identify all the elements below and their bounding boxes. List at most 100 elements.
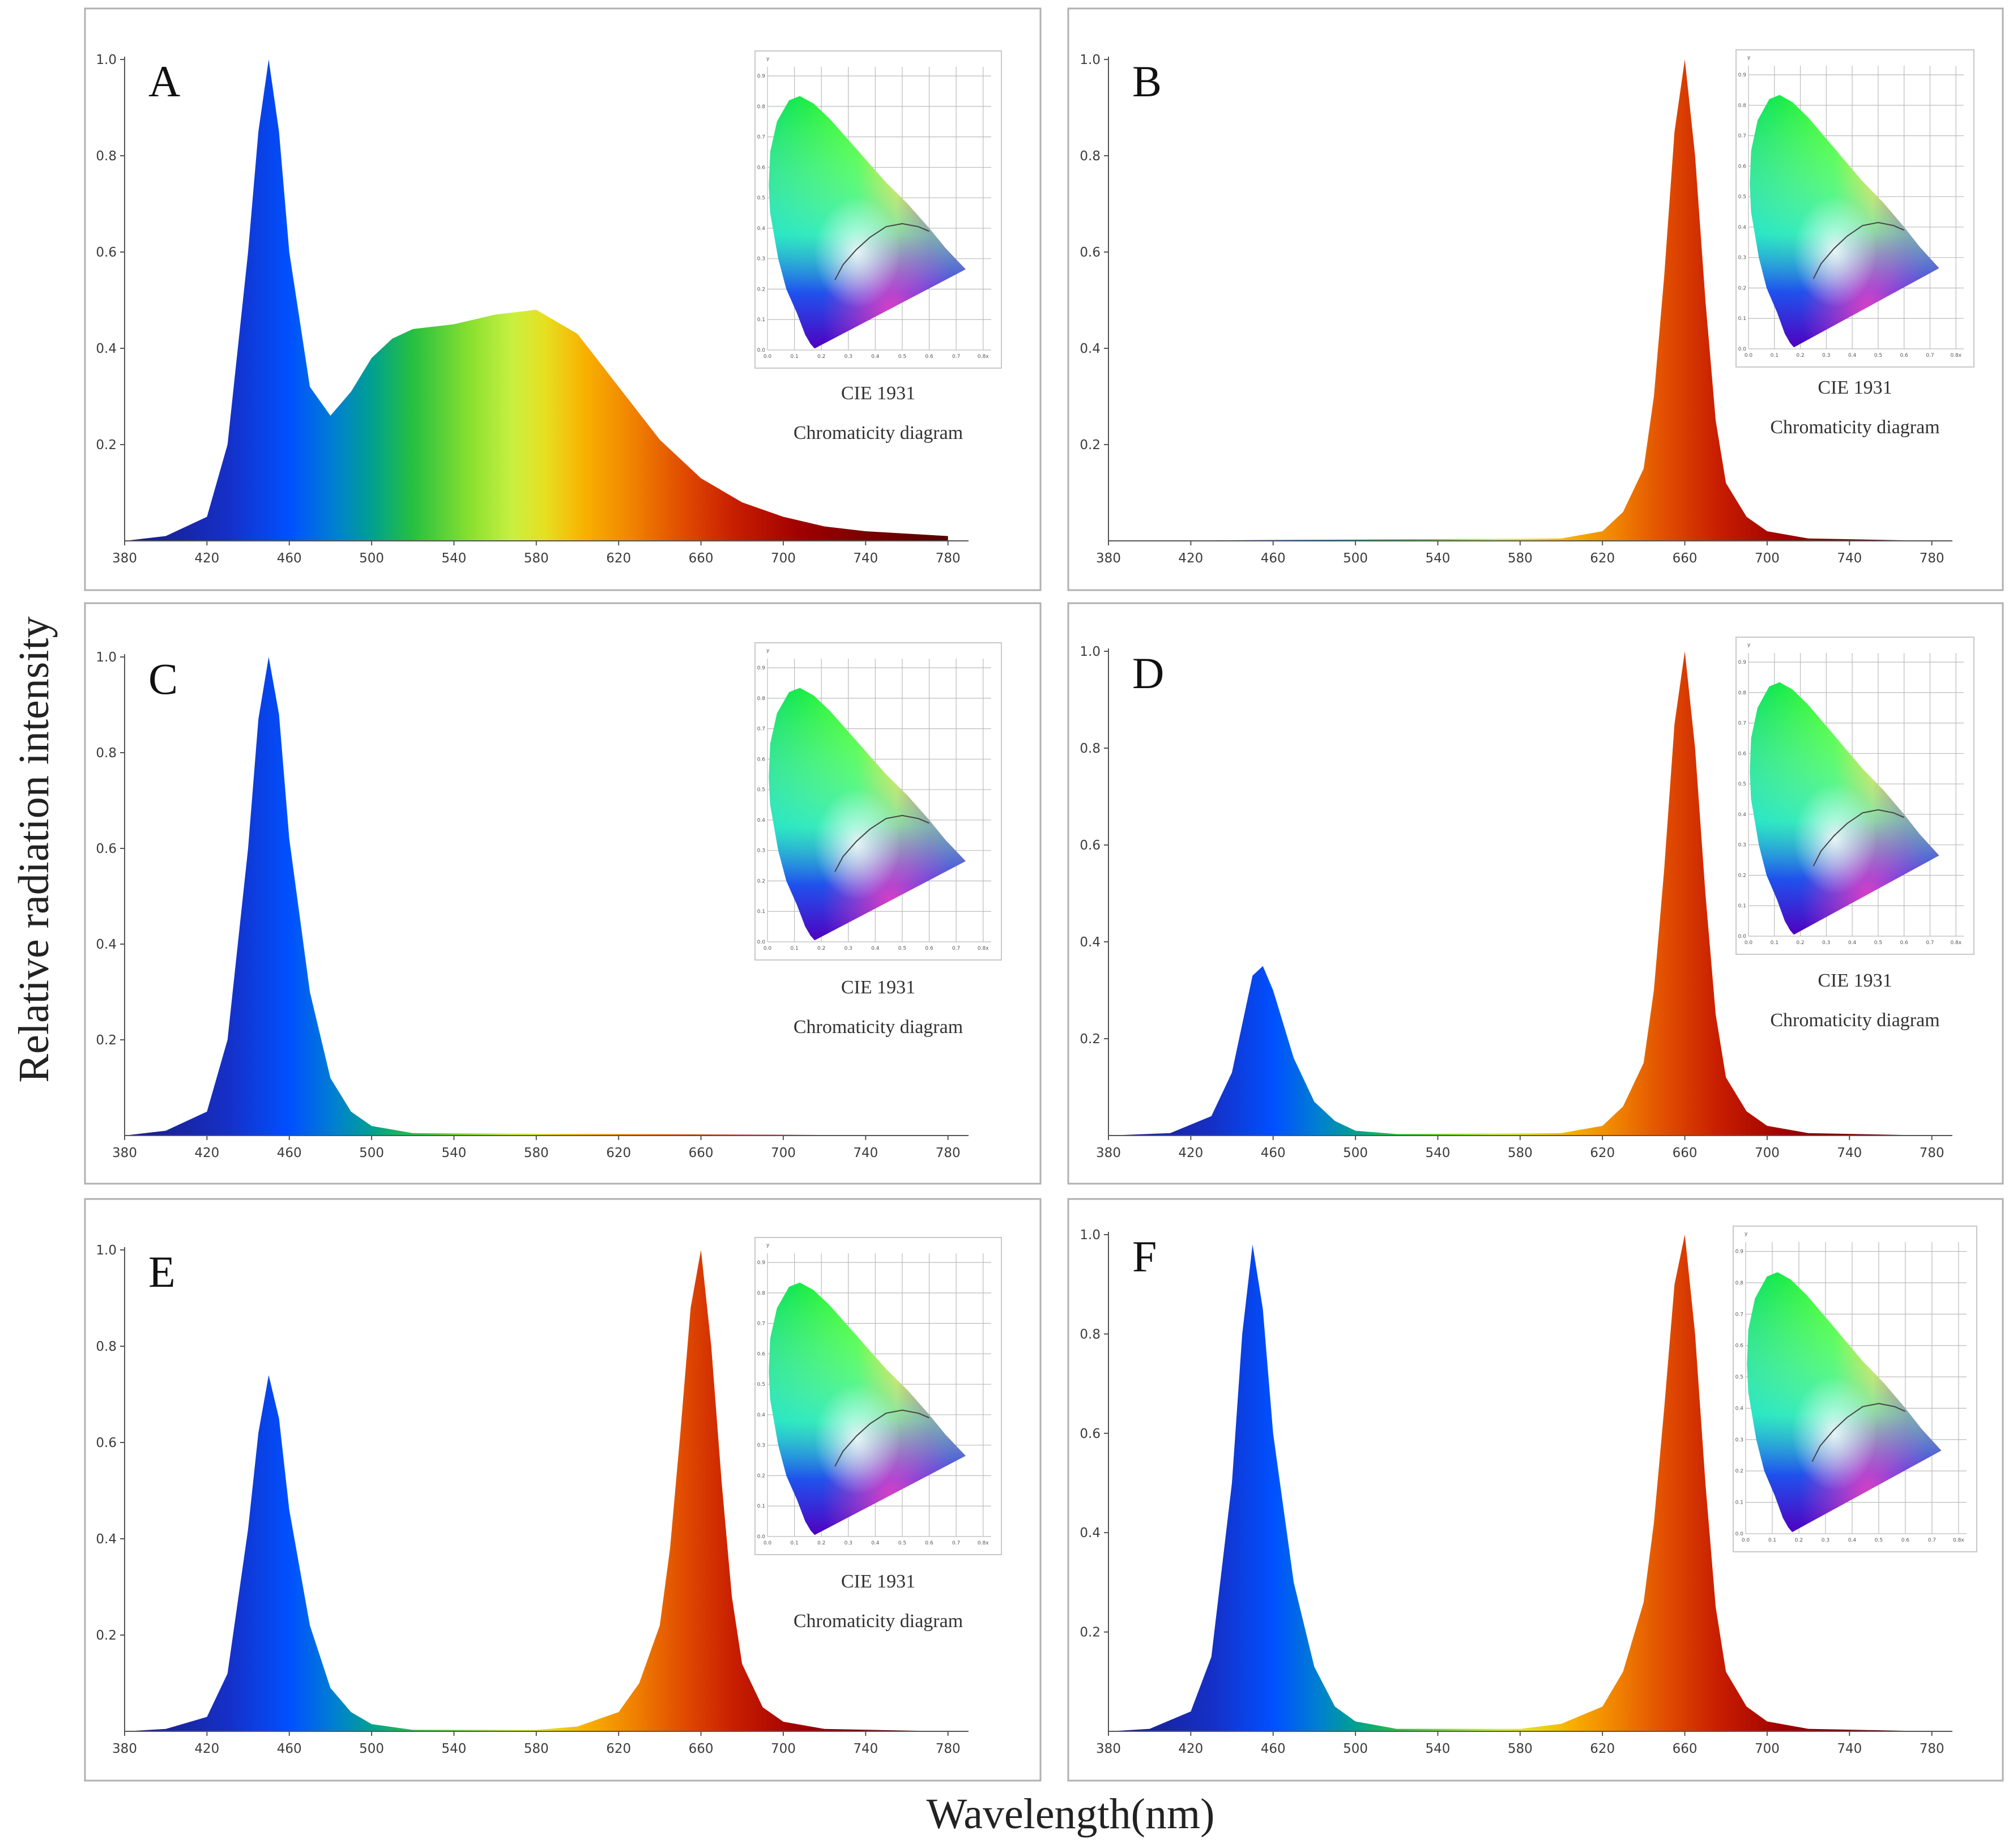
cie-y-tick-label: 0.4: [757, 818, 766, 823]
cie-x-tick-label: 0.4: [1848, 353, 1857, 358]
cie-y-tick-label: 0.5: [1738, 782, 1746, 787]
cie-y-tick-label: 0.8: [757, 1291, 766, 1296]
x-tick-label: 660: [1673, 551, 1698, 566]
panel-letter: D: [1132, 648, 1164, 698]
cie-gamut-white: [1750, 682, 1939, 935]
y-tick-label: 1.0: [96, 650, 117, 665]
cie-x-tick-label: 0.1: [790, 354, 798, 360]
y-tick-label: 0.2: [1080, 1032, 1101, 1047]
cie-y-tick-label: 0.1: [757, 317, 765, 323]
cie-inset: 0.0 0.1 0.2 0.3 0.4 0.5 0.6 0.7 0.8x 0.0 0.1 0.2 0.3…: [754, 642, 1002, 961]
y-tick-label: 0.6: [1080, 245, 1101, 260]
cie-x-tick-label: 0.6: [925, 354, 933, 360]
cie-y-tick-label: 0.1: [757, 1504, 765, 1509]
x-tick-label: 540: [1426, 551, 1451, 566]
cie-x-tick-label: 0.3: [845, 1540, 852, 1546]
cie-x-tick-label: 0.0: [1742, 1538, 1750, 1543]
x-tick-label: 580: [1508, 1146, 1533, 1160]
cie-x-tick-label: 0.2: [817, 1540, 825, 1546]
x-tick-label: 580: [1508, 551, 1533, 566]
cie-x-tick-label: 0.7: [1926, 940, 1934, 946]
cie-x-tick-label: 0.0: [1745, 940, 1753, 946]
x-tick-label: 460: [1261, 1742, 1286, 1756]
planckian-locus: [1812, 221, 1905, 279]
cie-gamut-white: [1747, 1272, 1942, 1533]
cie-x-tick-label: 0.7: [1926, 353, 1934, 358]
x-tick-label: 740: [1837, 551, 1862, 566]
cie-y-tick-label: 0.0: [1735, 1531, 1744, 1537]
planckian-locus: [834, 223, 929, 280]
cie-y-tick-label: 0.9: [1735, 1249, 1744, 1255]
x-tick-label: 620: [1590, 551, 1615, 566]
cie-x-tick-label: 0.6: [1900, 940, 1909, 946]
x-tick-label: 660: [1673, 1742, 1698, 1756]
x-tick-label: 700: [771, 551, 796, 566]
cie-x-tick-label: 0.2: [817, 946, 825, 951]
cie-caption-subtitle: Chromaticity diagram: [1770, 1010, 1939, 1031]
x-tick-label: 740: [853, 1742, 878, 1756]
x-tick-label: 420: [194, 1146, 219, 1160]
x-tick-label: 500: [359, 1146, 384, 1160]
x-tick-label: 780: [1920, 1742, 1944, 1756]
planckian-locus: [834, 814, 929, 872]
cie-y-tick-label: 0.0: [757, 940, 766, 945]
cie-y-tick-label: 0.1: [1738, 903, 1746, 909]
y-tick-label: 0.8: [96, 149, 117, 164]
cie-y-tick-label: 0.2: [1738, 873, 1746, 878]
cie-y-tick-label: 0.5: [757, 195, 765, 201]
cie-y-tick-label: 0.3: [757, 1443, 765, 1449]
cie-y-tick-label: 0.2: [1735, 1469, 1743, 1474]
x-tick-label: 380: [1096, 1146, 1121, 1160]
cie-x-tick-label: 0.3: [1822, 353, 1830, 358]
cie-y-tick-label: 0.8: [1735, 1281, 1744, 1286]
cie-y-tick-label: 0.8: [757, 104, 766, 110]
cie-x-tick-label: 0.5: [898, 1540, 906, 1546]
y-tick-label: 0.4: [96, 937, 117, 952]
y-tick-label: 1.0: [1080, 645, 1101, 659]
cie-y-tick-label: 0.5: [757, 787, 765, 793]
x-tick-label: 540: [1426, 1742, 1451, 1756]
y-tick-label: 0.8: [96, 1339, 117, 1354]
cie-y-tick-label: 0.5: [1738, 194, 1746, 200]
cie-caption-subtitle: Chromaticity diagram: [794, 1611, 963, 1632]
cie-x-tick-label: 0.8x: [978, 946, 989, 951]
x-axis-title: Wavelength(nm): [927, 1790, 1215, 1838]
cie-gamut-white: [769, 1282, 966, 1535]
x-tick-label: 540: [442, 1146, 467, 1160]
planckian-locus: [1812, 809, 1905, 867]
cie-x-tick-label: 0.4: [871, 354, 880, 360]
cie-x-tick-label: 0.2: [817, 354, 825, 360]
cie-caption-subtitle: Chromaticity diagram: [1770, 417, 1939, 438]
cie-y-tick-label: 0.2: [757, 287, 765, 292]
cie-y-tick-label: 0.3: [757, 848, 765, 854]
cie-x-tick-label: 0.0: [764, 946, 772, 951]
cie-y-tick-label: 0.7: [1738, 721, 1746, 727]
cie-y-tick-label: 0.6: [1738, 164, 1747, 169]
cie-y-tick-label: 0.0: [757, 1534, 766, 1540]
y-tick-label: 0.4: [96, 1532, 117, 1547]
x-tick-label: 620: [606, 551, 631, 566]
panel-letter: A: [148, 57, 180, 106]
cie-x-tick-label: 0.5: [1874, 940, 1882, 946]
cie-y-tick-label: 0.4: [1735, 1406, 1744, 1411]
x-tick-label: 780: [936, 1146, 961, 1160]
cie-x-tick-label: 0.4: [871, 1540, 880, 1546]
cie-caption-title: CIE 1931: [841, 977, 915, 998]
cie-x-tick-label: 0.1: [790, 946, 798, 951]
x-tick-label: 620: [1590, 1146, 1615, 1160]
cie-x-tick-label: 0.8x: [978, 354, 989, 360]
cie-y-axis-label: y: [1747, 55, 1751, 61]
x-tick-label: 420: [194, 551, 219, 566]
y-tick-label: 0.6: [1080, 838, 1101, 853]
cie-y-tick-label: 0.2: [1738, 285, 1746, 291]
y-tick-label: 0.4: [1080, 342, 1101, 356]
x-tick-label: 660: [1673, 1146, 1698, 1160]
cie-y-tick-label: 0.9: [1738, 72, 1747, 78]
cie-y-tick-label: 0.7: [1738, 134, 1746, 139]
cie-y-tick-label: 0.3: [1735, 1437, 1743, 1443]
x-tick-label: 460: [277, 1742, 302, 1756]
cie-x-tick-label: 0.2: [1796, 940, 1804, 946]
panel-a: 380 420 460 500 540 580 620 660 700 740 7800.20.40…: [84, 7, 1042, 591]
cie-inset: 0.0 0.1 0.2 0.3 0.4 0.5 0.6 0.7 0.8x 0.0 0.1 0.2 0.3…: [754, 50, 1002, 369]
cie-caption-title: CIE 1931: [1818, 377, 1892, 398]
